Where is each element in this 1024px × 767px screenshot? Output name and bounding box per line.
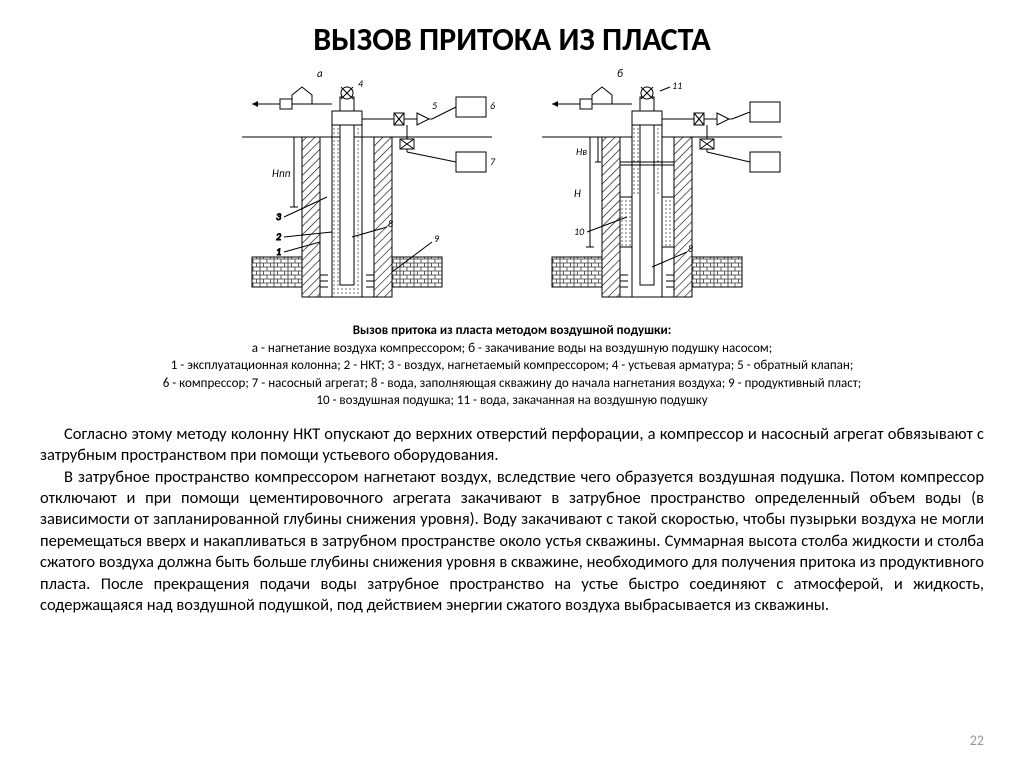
well-schematic-svg: а [232, 67, 792, 312]
label-hnn: Hпп [272, 167, 291, 180]
page-number: 22 [970, 732, 984, 749]
svg-text:2: 2 [276, 230, 281, 243]
svg-text:5: 5 [432, 99, 437, 112]
caption-line1: а - нагнетание воздуха компрессором; б -… [252, 341, 772, 356]
caption-line2: 1 - эксплуатационная колонна; 2 - НКТ; 3… [171, 358, 854, 373]
label-H: H [574, 187, 581, 200]
caption-heading: Вызов притока из пласта методом воздушно… [353, 323, 672, 338]
svg-text:3: 3 [276, 210, 281, 223]
figure-caption: Вызов притока из пласта методом воздушно… [40, 322, 984, 410]
svg-text:11: 11 [672, 79, 682, 92]
svg-text:8: 8 [388, 217, 393, 230]
svg-text:10: 10 [574, 225, 585, 238]
label-b: б [617, 67, 623, 80]
page-title: ВЫЗОВ ПРИТОКА ИЗ ПЛАСТА [40, 20, 984, 59]
svg-text:6: 6 [490, 99, 495, 112]
paragraph-1: Согласно этому методу колонну НКТ опуска… [40, 424, 984, 467]
body-text: Согласно этому методу колонну НКТ опуска… [40, 424, 984, 617]
label-Hb: Hв [576, 145, 587, 158]
svg-text:9: 9 [434, 232, 440, 245]
svg-text:8: 8 [688, 242, 693, 255]
label-a: а [317, 67, 323, 80]
svg-text:4: 4 [358, 77, 364, 90]
caption-line3: 6 - компрессор; 7 - насосный агрегат; 8 … [163, 376, 862, 391]
caption-line4: 10 - воздушная подушка; 11 - вода, закач… [316, 393, 707, 408]
paragraph-2: В затрубное пространство компрессором на… [40, 467, 984, 617]
diagram-figure: а [40, 67, 984, 312]
svg-text:1: 1 [276, 245, 281, 258]
svg-text:7: 7 [490, 155, 496, 168]
